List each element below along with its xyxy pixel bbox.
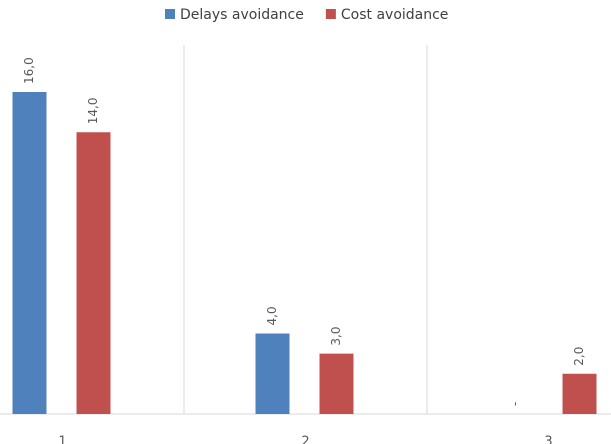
bar	[319, 353, 354, 414]
bar	[76, 132, 111, 414]
legend-swatch	[325, 9, 336, 19]
x-tick-label: 1	[58, 435, 66, 444]
bar	[255, 333, 290, 414]
x-tick-label: 3	[544, 435, 552, 444]
legend-label: Delays avoidance	[180, 7, 304, 23]
legend-swatch	[165, 9, 175, 19]
legend-label: Cost avoidance	[341, 7, 449, 23]
data-label: 3,0	[329, 327, 343, 346]
data-label: 16,0	[22, 57, 36, 84]
bar	[12, 92, 47, 414]
data-label: 14,0	[86, 98, 100, 125]
x-tick-label: 2	[301, 435, 309, 444]
data-label: 2,0	[572, 347, 586, 366]
bar	[562, 373, 597, 414]
data-label: 4,0	[265, 306, 279, 325]
data-label: -	[508, 402, 522, 406]
